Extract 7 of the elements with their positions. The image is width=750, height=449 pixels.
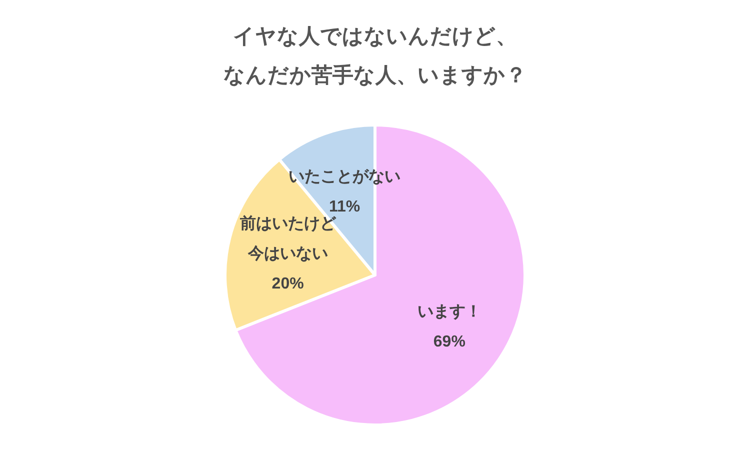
chart-title: イヤな人ではないんだけど、なんだか苦手な人、いますか？: [224, 25, 526, 87]
data-label: 11%: [328, 198, 360, 216]
slice-label: います！: [417, 304, 482, 321]
slice-label: いたことがない: [288, 168, 401, 186]
slice-label: 前はいたけど今はいない: [238, 214, 337, 263]
data-label: 69%: [433, 334, 466, 351]
data-label: 20%: [272, 276, 304, 293]
